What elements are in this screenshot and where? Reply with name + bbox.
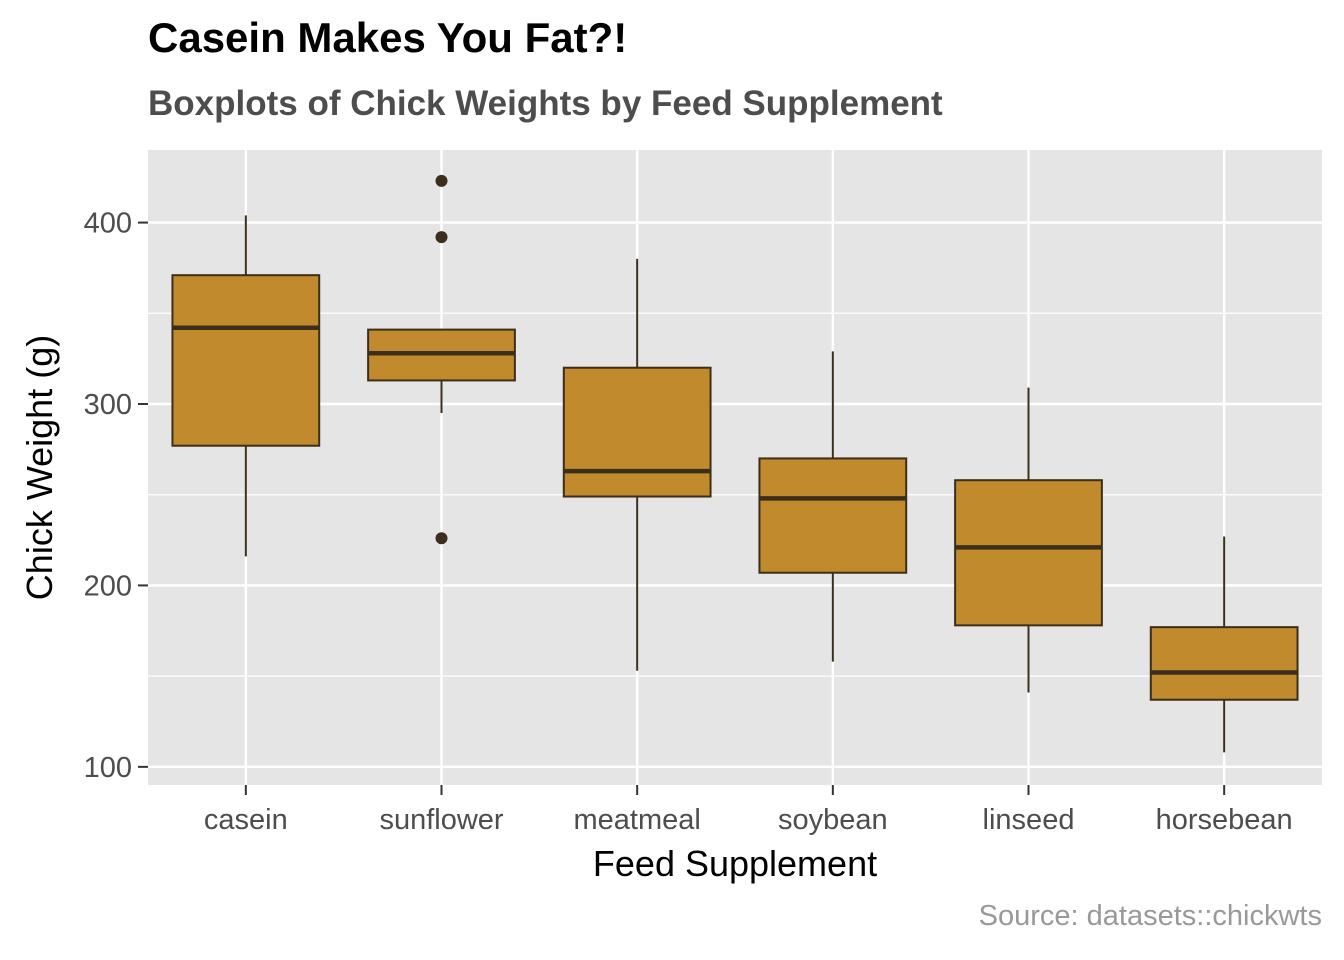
y-tick-label: 100	[84, 752, 132, 784]
boxplot-sunflower	[367, 174, 516, 545]
boxplot-casein	[171, 215, 321, 557]
x-tick-label: sunflower	[379, 804, 503, 836]
outlier-point	[435, 174, 448, 187]
x-axis-label: Feed Supplement	[593, 843, 877, 884]
plot-panel	[148, 150, 1322, 785]
axis-layer: 100 200 300 400 casein sunflower meatmeal soybe…	[84, 208, 1293, 836]
box	[758, 457, 908, 574]
box	[171, 274, 321, 447]
box	[562, 366, 712, 498]
y-tick-label: 300	[84, 389, 132, 421]
x-tick-label: linseed	[983, 804, 1075, 836]
chart-caption: Source: datasets::chickwts	[978, 900, 1322, 932]
chart-subtitle: Boxplots of Chick Weights by Feed Supple…	[148, 84, 943, 123]
y-axis-label: Chick Weight (g)	[19, 335, 60, 600]
y-tick-label: 400	[84, 208, 132, 240]
x-tick-label: soybean	[778, 804, 888, 836]
boxplot-linseed	[954, 387, 1103, 693]
box	[954, 479, 1103, 627]
y-tick-label: 200	[84, 570, 132, 602]
x-tick-label: casein	[204, 804, 288, 836]
outlier-point	[435, 532, 448, 545]
outlier-point	[435, 231, 448, 244]
boxplot-meatmeal	[562, 258, 712, 671]
boxplot-horsebean	[1149, 536, 1299, 753]
box-layer	[171, 174, 1299, 753]
x-tick-label: meatmeal	[574, 804, 701, 836]
x-tick-label: horsebean	[1156, 804, 1293, 836]
box	[1149, 626, 1299, 701]
boxplot-soybean	[758, 351, 908, 662]
chart-title: Casein Makes You Fat?!	[148, 14, 628, 61]
